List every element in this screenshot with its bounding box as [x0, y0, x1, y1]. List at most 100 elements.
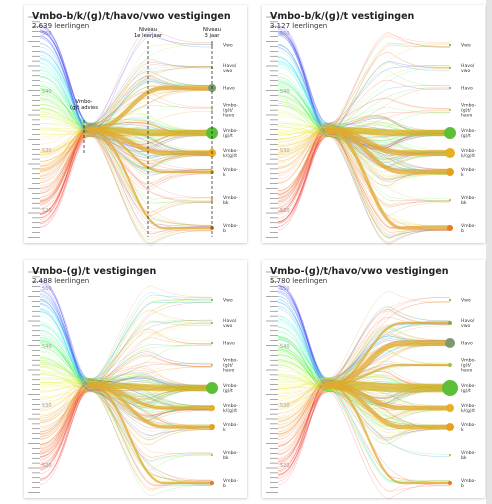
flow-line — [277, 296, 451, 440]
flow-line — [277, 25, 451, 244]
flow-line — [39, 382, 213, 486]
node — [206, 382, 218, 394]
axis-label: 540 — [42, 344, 52, 350]
annotation: 3 jaar — [205, 33, 221, 39]
node-label: Havo/ — [223, 318, 237, 324]
flow-line — [39, 386, 213, 483]
flow-line — [277, 292, 451, 457]
flow-line — [39, 132, 213, 246]
flow-line — [277, 63, 451, 140]
node-label: Vmbo- — [223, 422, 238, 428]
node-label: Vmbo- — [461, 478, 476, 484]
flow-line — [277, 34, 451, 183]
flow-line — [277, 305, 451, 386]
flow-line — [39, 67, 213, 194]
flow-line — [39, 380, 213, 482]
flow-line — [39, 362, 213, 382]
node-label: Vmbo- — [223, 102, 238, 108]
node — [449, 67, 451, 69]
flow-line — [277, 285, 451, 383]
flow-line — [39, 84, 213, 126]
flow-line — [39, 357, 213, 484]
flow-line — [39, 91, 213, 182]
flow-line — [277, 385, 451, 460]
flow-line — [277, 44, 451, 155]
node — [446, 168, 454, 176]
flow-line — [277, 130, 451, 216]
flow-line — [277, 336, 451, 445]
flow-line — [39, 378, 213, 483]
node-label: bk — [461, 200, 467, 206]
flow-line — [277, 287, 451, 383]
flow-line — [277, 70, 451, 127]
node-label: Vwo — [461, 43, 471, 49]
flow-line — [277, 30, 451, 124]
flow-line — [39, 133, 213, 203]
panel-bg — [262, 5, 485, 243]
flow-line — [39, 114, 213, 136]
flow-line — [277, 297, 451, 462]
node-label: Vmbo- — [223, 195, 238, 201]
flow-line — [277, 345, 451, 407]
panel-bg — [262, 260, 485, 498]
flow-line — [39, 309, 213, 409]
flow-line — [277, 110, 451, 242]
flow-line — [277, 384, 451, 486]
flow-line — [39, 286, 213, 433]
flow-line — [277, 79, 451, 223]
node-label: bk — [223, 455, 229, 461]
flow-line — [277, 123, 451, 202]
flow-line — [39, 382, 213, 435]
flow-line — [277, 126, 451, 168]
flow-line — [277, 93, 451, 135]
flow-line — [39, 289, 213, 436]
node-label: Vmbo- — [461, 422, 476, 428]
flow-line — [39, 302, 213, 381]
flow-line — [277, 380, 451, 434]
main-flow — [326, 383, 452, 485]
flow-line — [277, 112, 451, 201]
flow-line — [39, 281, 213, 386]
node — [445, 148, 455, 158]
flow-line — [39, 298, 213, 461]
panel-subtitle: 3.127 leerlingen — [270, 22, 327, 30]
axis-label: 530 — [280, 403, 290, 409]
node-label: Vmbo- — [461, 357, 476, 363]
flow-line — [39, 123, 213, 226]
panel: 550540530520VwoHavo/vwoHavoVmbo-(g)t/hav… — [262, 5, 485, 245]
flow-line — [39, 128, 213, 215]
node — [449, 44, 451, 46]
axis-label: 520 — [280, 463, 290, 469]
node — [448, 481, 452, 485]
flows — [39, 279, 216, 496]
flow-line — [39, 390, 213, 481]
node-label: Vmbo- — [461, 102, 476, 108]
flow-line — [277, 45, 451, 200]
flow-line — [39, 130, 213, 202]
flow-line — [39, 130, 213, 203]
node-label: Vmbo- — [223, 167, 238, 173]
node — [449, 299, 451, 301]
node-label: k — [461, 172, 464, 178]
node-label: (g)t/ — [461, 108, 471, 114]
node-label: (g)t/ — [223, 363, 233, 369]
flow-line — [39, 320, 213, 388]
flow-line — [39, 50, 213, 130]
node — [211, 199, 213, 201]
flow-line — [277, 311, 451, 381]
flow-line — [39, 76, 213, 203]
flow-line — [39, 43, 213, 125]
flow-line — [277, 127, 451, 180]
flow-line — [277, 50, 451, 134]
axis-label: 530 — [42, 403, 52, 409]
flow-line — [39, 299, 213, 485]
node-label: havo — [223, 113, 234, 119]
panel-subtitle: 2.488 leerlingen — [32, 277, 89, 285]
flow-line — [39, 107, 213, 205]
flow-line — [277, 131, 451, 238]
axis-label: 550 — [42, 31, 52, 37]
flow-line — [39, 43, 213, 151]
node — [448, 321, 452, 325]
panel-title: Vmbo-(g)/t vestigingen — [32, 266, 156, 277]
panel-bg — [24, 5, 247, 243]
